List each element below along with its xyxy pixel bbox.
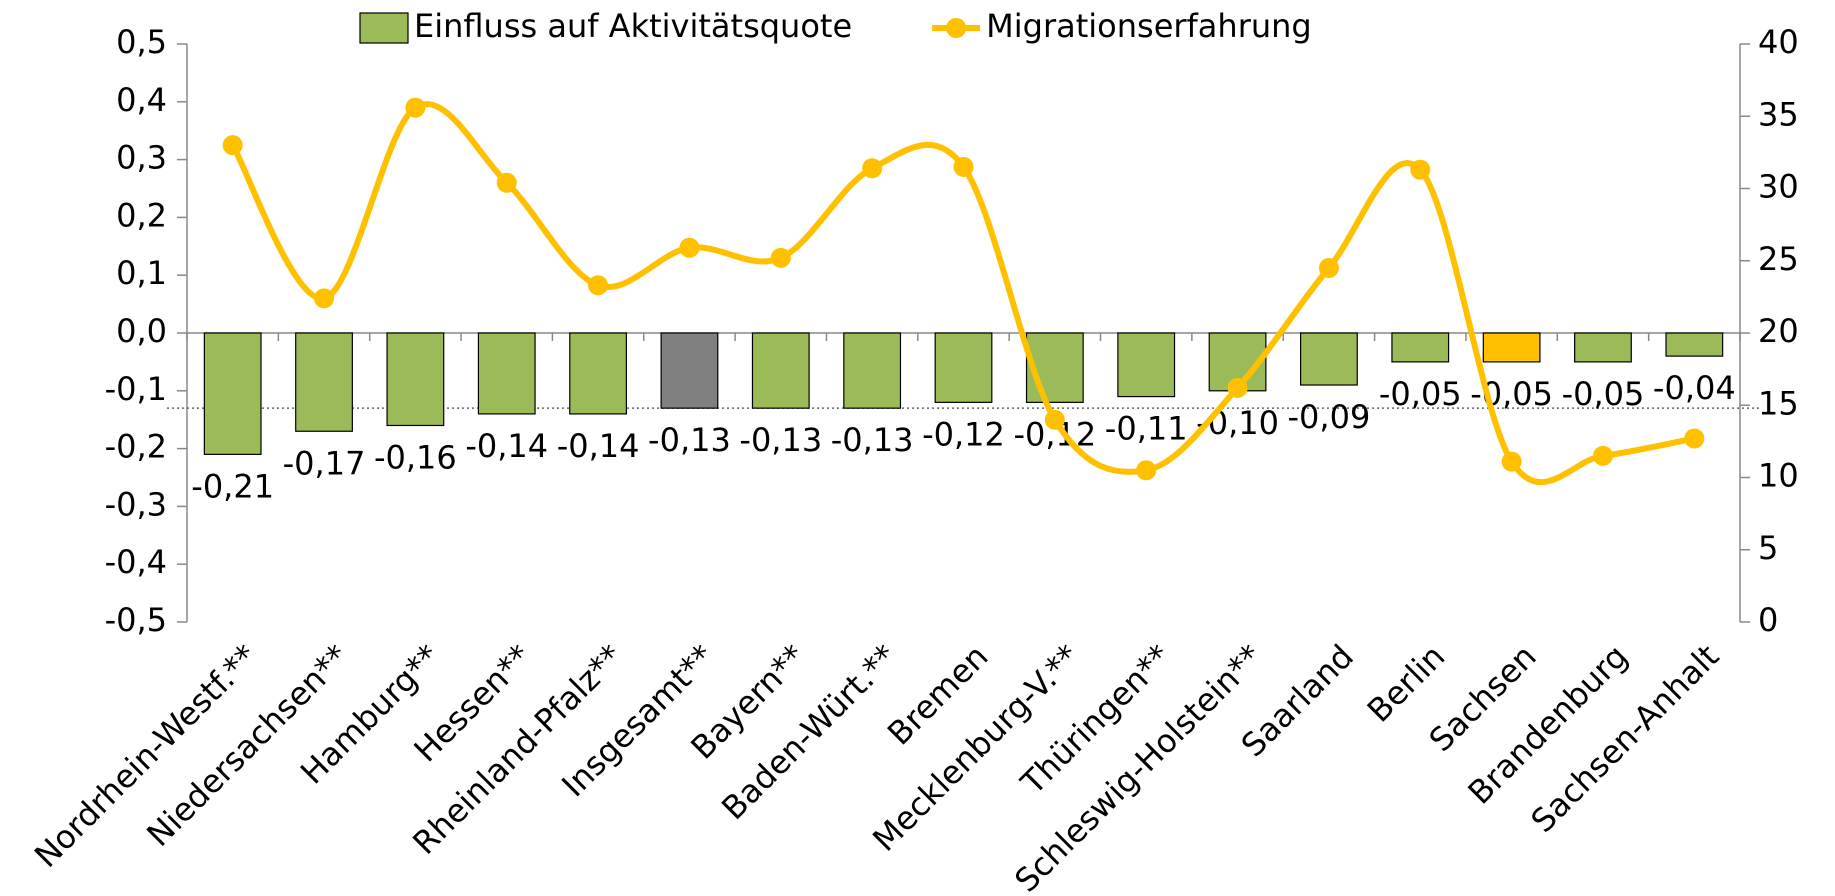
line-marker bbox=[862, 158, 883, 179]
y2-tick-label: 20 bbox=[1758, 312, 1799, 350]
bar bbox=[660, 332, 719, 409]
bar bbox=[569, 332, 628, 415]
data-label: -0,04 bbox=[1653, 369, 1736, 407]
x-tick-label: Brandenburg bbox=[1460, 637, 1635, 812]
y-tick-label: 0,3 bbox=[116, 139, 167, 177]
line-marker bbox=[314, 288, 335, 309]
data-label: -0,17 bbox=[283, 444, 366, 482]
y2-tick-label: 40 bbox=[1758, 23, 1799, 61]
line-marker bbox=[770, 247, 791, 268]
y-tick-label: -0,4 bbox=[105, 543, 167, 581]
y2-tick-label: 25 bbox=[1758, 240, 1799, 278]
y2-tick-label: 15 bbox=[1758, 384, 1799, 422]
y-tick-label: 0,0 bbox=[116, 312, 167, 350]
bar bbox=[1665, 332, 1724, 357]
y-tick-label: 0,1 bbox=[116, 254, 167, 292]
bar bbox=[934, 332, 993, 403]
line-marker bbox=[1044, 409, 1065, 430]
line-marker bbox=[1136, 460, 1157, 481]
y-tick-label: 0,2 bbox=[116, 196, 167, 234]
bar bbox=[1391, 332, 1450, 363]
bar bbox=[295, 332, 353, 432]
line-marker bbox=[222, 135, 243, 156]
line-marker bbox=[588, 275, 609, 296]
bar bbox=[203, 332, 262, 455]
line-marker bbox=[496, 172, 517, 193]
line-marker bbox=[1410, 159, 1431, 180]
bar bbox=[386, 332, 445, 427]
data-label: -0,11 bbox=[1105, 410, 1188, 448]
y2-tick-label: 30 bbox=[1758, 168, 1799, 206]
y2-tick-label: 0 bbox=[1758, 601, 1778, 639]
y2-tick-label: 5 bbox=[1758, 529, 1778, 567]
line-marker bbox=[405, 97, 426, 118]
legend-label: Einfluss auf Aktivitätsquote bbox=[414, 7, 852, 45]
bar bbox=[1117, 332, 1176, 398]
data-label: -0,05 bbox=[1379, 375, 1462, 413]
data-label: -0,09 bbox=[1288, 398, 1371, 436]
line-marker bbox=[679, 237, 700, 258]
data-label: -0,14 bbox=[557, 427, 640, 465]
bar bbox=[1574, 332, 1632, 363]
legend-swatch bbox=[359, 12, 409, 44]
y-tick-label: 0,5 bbox=[116, 23, 167, 61]
y2-tick-label: 35 bbox=[1758, 95, 1799, 133]
bar bbox=[1299, 332, 1358, 386]
y2-tick-label: 10 bbox=[1758, 457, 1799, 495]
data-label: -0,16 bbox=[374, 438, 457, 476]
data-label: -0,13 bbox=[831, 421, 914, 459]
bar bbox=[477, 332, 536, 415]
y-tick-label: -0,1 bbox=[105, 370, 167, 408]
legend-label: Migrationserfahrung bbox=[986, 7, 1312, 45]
line-marker bbox=[953, 156, 974, 177]
y-tick-label: -0,2 bbox=[105, 428, 167, 466]
y-tick-label: -0,3 bbox=[105, 485, 167, 523]
line-marker bbox=[1684, 428, 1705, 449]
data-label: -0,13 bbox=[739, 421, 822, 459]
legend-marker bbox=[946, 18, 967, 38]
line-marker bbox=[1592, 445, 1613, 466]
bar bbox=[1482, 332, 1541, 363]
data-label: -0,14 bbox=[465, 427, 548, 465]
data-label: -0,13 bbox=[648, 421, 731, 459]
line-marker bbox=[1227, 377, 1248, 398]
line-marker bbox=[1501, 451, 1522, 472]
line bbox=[230, 101, 1695, 486]
line-marker bbox=[1318, 257, 1339, 278]
data-label: -0,05 bbox=[1562, 375, 1645, 413]
data-label: -0,12 bbox=[922, 415, 1005, 453]
data-label: -0,21 bbox=[191, 467, 274, 505]
bar bbox=[843, 332, 902, 409]
y-tick-label: -0,5 bbox=[105, 601, 167, 639]
y-tick-label: 0,4 bbox=[116, 81, 167, 119]
bar bbox=[751, 332, 810, 409]
